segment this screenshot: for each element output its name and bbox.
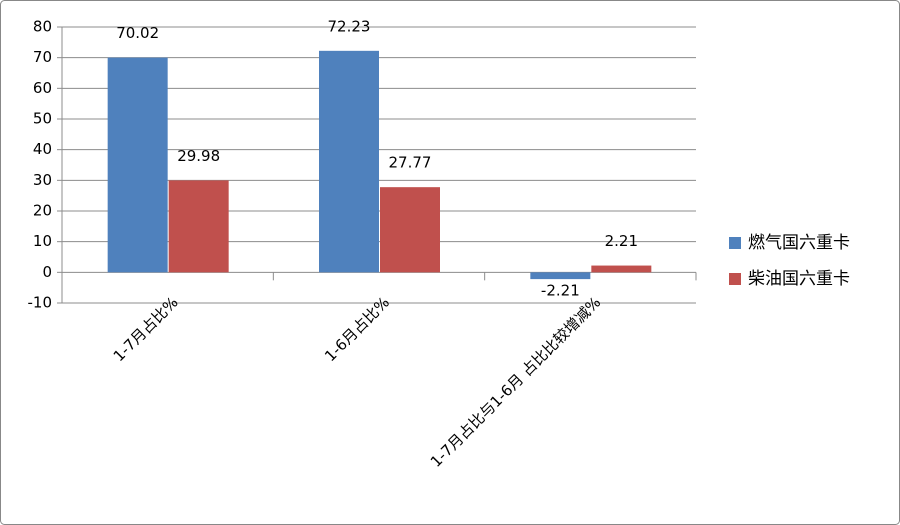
legend-label: 柴油国六重卡 [748, 269, 850, 289]
bar [591, 265, 652, 273]
bar [319, 50, 379, 273]
data-label: 70.02 [116, 24, 159, 42]
y-tick-label: 50 [33, 110, 52, 128]
y-tick-label: 0 [42, 263, 52, 281]
bar [168, 180, 229, 273]
legend-swatch [729, 273, 741, 285]
y-tick-label: 30 [33, 171, 52, 189]
y-tick-label: 10 [33, 232, 52, 250]
bar [530, 272, 591, 280]
data-label: 29.98 [177, 147, 220, 165]
bar [107, 57, 168, 273]
bar [380, 187, 440, 273]
data-label: 27.77 [389, 154, 432, 172]
y-tick-label: 60 [33, 79, 52, 97]
y-tick-label: 80 [33, 18, 52, 36]
data-label: 72.23 [328, 17, 371, 35]
y-tick-label: 70 [33, 48, 52, 66]
legend-swatch [729, 237, 741, 249]
data-label: 2.21 [605, 232, 638, 250]
data-label: -2.21 [541, 282, 580, 300]
y-tick-label: 40 [33, 140, 52, 158]
y-tick-label: -10 [28, 294, 53, 312]
y-tick-label: 20 [33, 202, 52, 220]
legend-label: 燃气国六重卡 [748, 233, 850, 253]
